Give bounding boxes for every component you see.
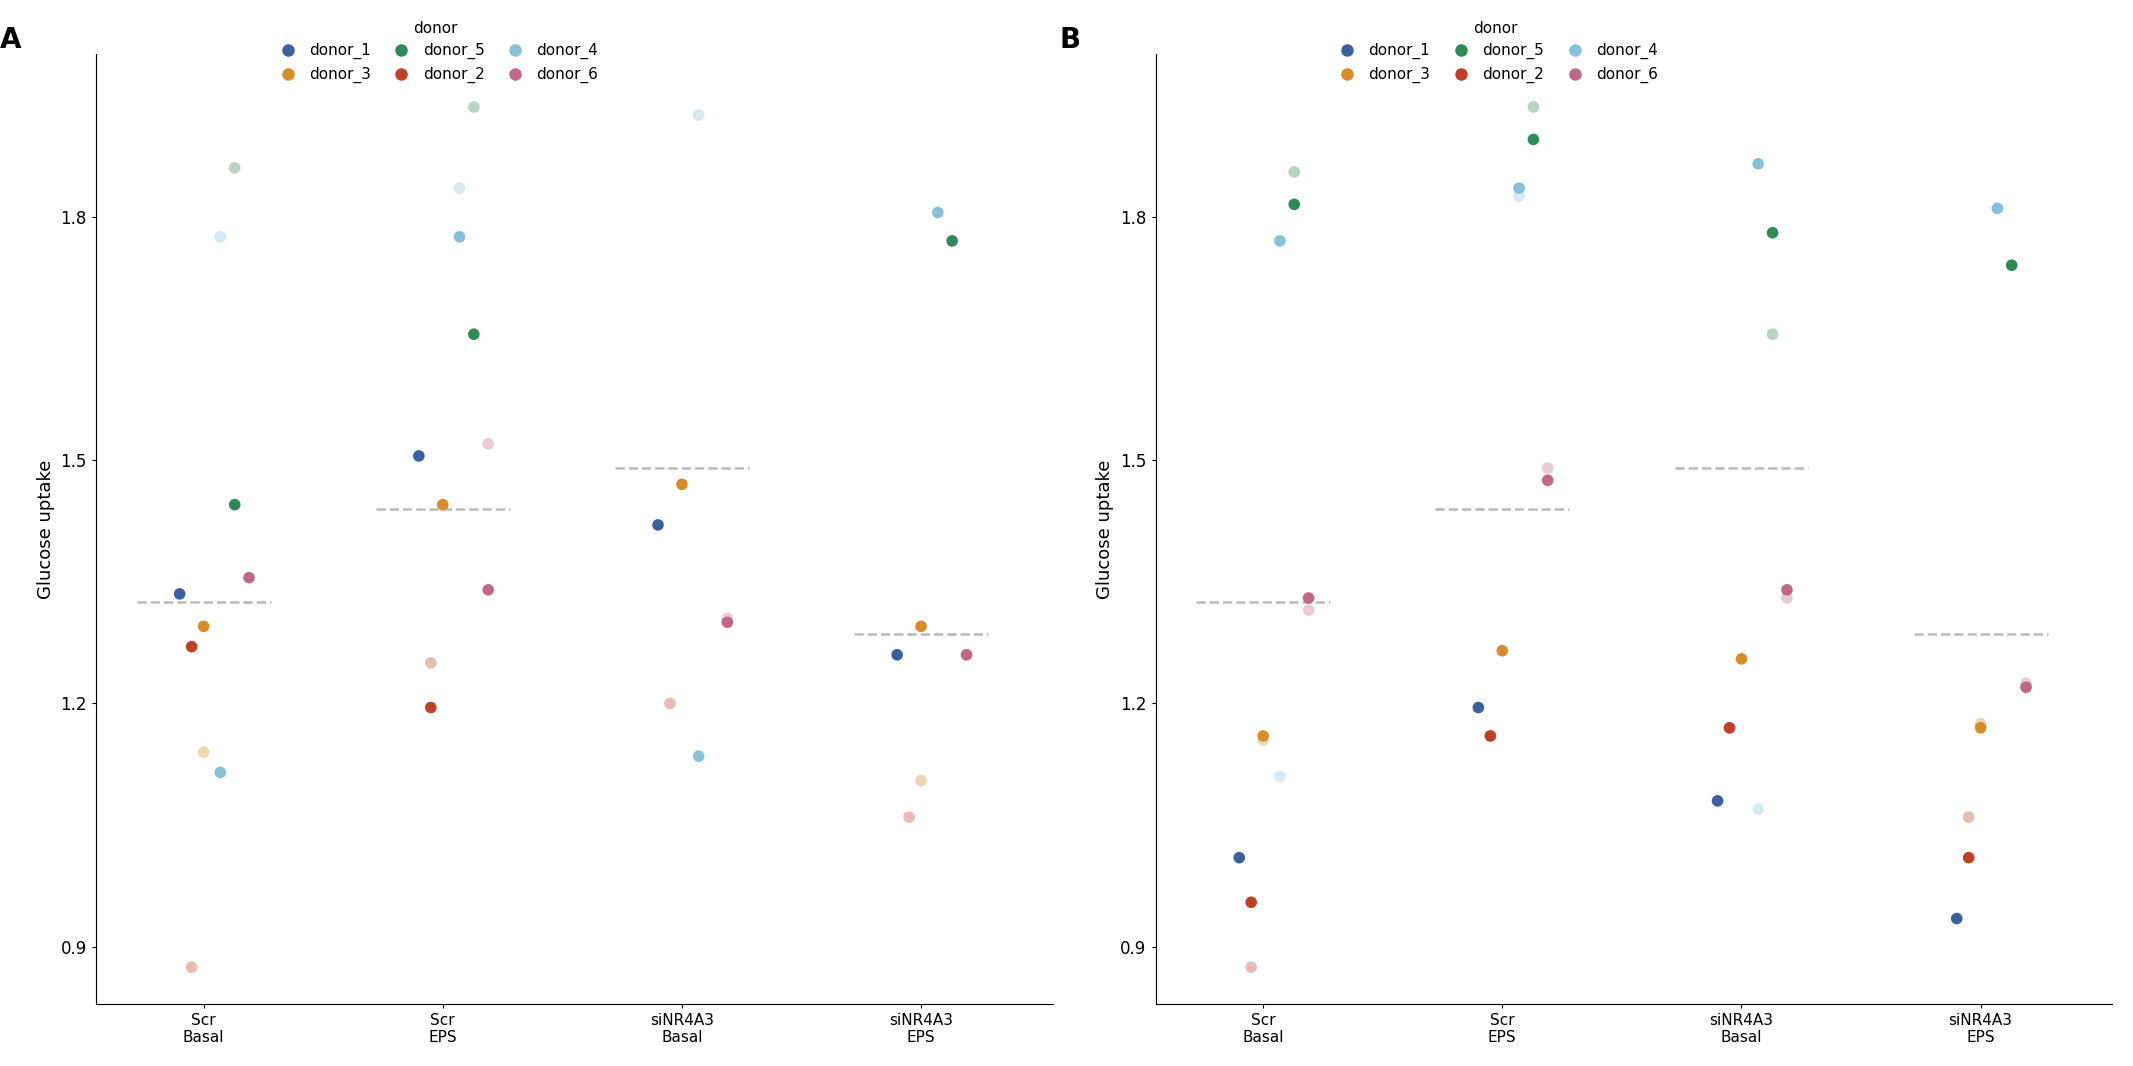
Point (1713, 720, 1747, 737)
Point (904, 618, 939, 635)
Point (1485, 642, 1519, 659)
Point (710, 610, 744, 627)
Point (442, 228, 476, 245)
Point (414, 655, 448, 672)
Point (1517, 131, 1551, 148)
Point (949, 646, 983, 663)
Y-axis label: Glucose uptake: Glucose uptake (1096, 459, 1113, 599)
Y-axis label: Glucose uptake: Glucose uptake (36, 459, 55, 599)
Point (640, 516, 674, 533)
Point (1770, 581, 1805, 598)
Point (1517, 98, 1551, 115)
Point (1531, 472, 1566, 489)
Point (1952, 808, 1986, 825)
Point (471, 435, 506, 452)
Point (1700, 792, 1734, 809)
Text: B: B (1060, 26, 1081, 53)
Point (904, 772, 939, 789)
Point (186, 744, 220, 761)
Legend: donor_1, donor_3, donor_5, donor_2, donor_4, donor_6: donor_1, donor_3, donor_5, donor_2, dono… (267, 15, 604, 90)
Point (175, 639, 209, 656)
Point (1502, 179, 1536, 196)
Point (1741, 801, 1775, 818)
Point (1246, 731, 1280, 748)
Point (401, 448, 435, 465)
Point (1964, 715, 1999, 732)
Point (1474, 727, 1508, 744)
Point (414, 699, 448, 716)
Point (456, 326, 491, 343)
Point (186, 618, 220, 635)
Point (881, 646, 915, 663)
Point (1964, 720, 1999, 737)
Point (1278, 196, 1312, 213)
Point (232, 569, 267, 586)
Point (1994, 257, 2028, 274)
Point (1741, 156, 1775, 173)
Legend: donor_1, donor_3, donor_5, donor_2, donor_4, donor_6: donor_1, donor_3, donor_5, donor_2, dono… (1327, 15, 1664, 90)
Point (1979, 200, 2014, 217)
Point (949, 646, 983, 663)
Point (203, 228, 237, 245)
Point (653, 695, 687, 712)
Point (1278, 163, 1312, 180)
Point (1246, 727, 1280, 744)
Point (442, 179, 476, 196)
Point (1770, 589, 1805, 607)
Text: A: A (0, 26, 21, 53)
Point (1474, 727, 1508, 744)
Point (665, 475, 700, 492)
Point (683, 107, 717, 124)
Point (683, 747, 717, 764)
Point (1263, 768, 1297, 785)
Point (921, 204, 956, 221)
Point (2009, 679, 2043, 696)
Point (203, 764, 237, 781)
Point (162, 585, 196, 602)
Point (2009, 675, 2043, 692)
Point (1235, 893, 1269, 910)
Point (1461, 699, 1495, 716)
Point (710, 614, 744, 631)
Point (1290, 601, 1325, 618)
Point (456, 98, 491, 115)
Point (1531, 459, 1566, 477)
Point (1952, 850, 1986, 867)
Point (1723, 650, 1758, 667)
Point (892, 808, 926, 825)
Point (175, 958, 209, 975)
Point (1290, 589, 1325, 607)
Point (427, 496, 461, 513)
Point (1939, 910, 1973, 927)
Point (1263, 232, 1297, 249)
Point (218, 496, 252, 513)
Point (1713, 720, 1747, 737)
Point (934, 232, 968, 249)
Point (1222, 850, 1256, 867)
Point (1502, 188, 1536, 205)
Point (471, 581, 506, 598)
Point (218, 159, 252, 176)
Point (1755, 224, 1790, 241)
Point (1755, 326, 1790, 343)
Point (1235, 958, 1269, 975)
